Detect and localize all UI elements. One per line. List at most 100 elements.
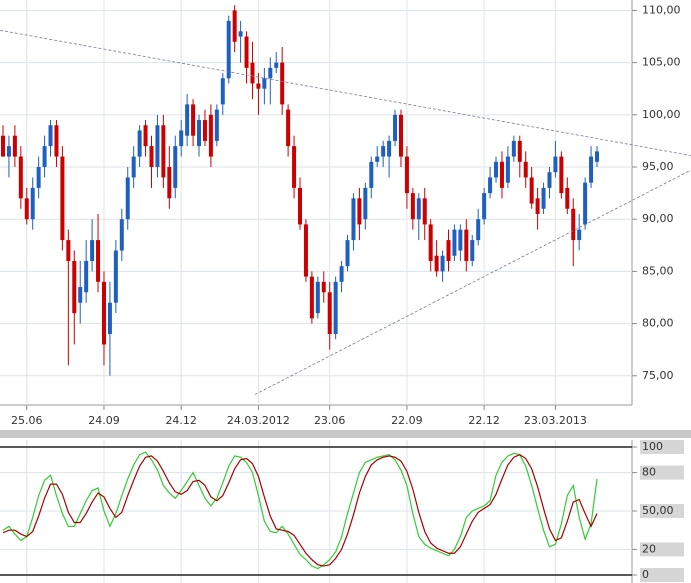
candle-body — [488, 177, 493, 194]
candle-body — [101, 281, 106, 345]
y-tick-label: 0 — [642, 568, 649, 581]
tick-label-box — [640, 465, 684, 480]
candle-body — [36, 167, 41, 188]
candle-body — [232, 10, 237, 42]
candle-body — [125, 177, 130, 220]
candle-body — [137, 130, 142, 157]
candle-body — [458, 229, 463, 251]
candle-body — [202, 120, 207, 141]
candle-body — [280, 62, 285, 105]
candle-body — [547, 172, 552, 188]
candle-body — [185, 104, 190, 136]
candle-body — [84, 260, 89, 293]
candle-body — [78, 287, 83, 303]
x-tick-label: 23.03.2013 — [524, 414, 587, 427]
y-tick-label: 80,00 — [642, 317, 674, 330]
tick-label-box — [640, 542, 684, 557]
candle-body — [18, 156, 23, 199]
candle-body — [179, 130, 184, 147]
candle-body — [482, 193, 487, 220]
candle-body — [238, 31, 243, 37]
candle-body — [357, 198, 362, 225]
x-tick-label: 23.06 — [314, 414, 346, 427]
y-tick-label: 20 — [642, 542, 656, 555]
candle-body — [440, 255, 445, 272]
x-tick-label: 24.03.2012 — [227, 414, 290, 427]
candle-body — [327, 292, 332, 335]
candle-body — [499, 161, 504, 188]
tick-label-box — [640, 440, 684, 454]
candle-body — [505, 156, 510, 183]
trend-line — [0, 29, 691, 156]
candle-body — [470, 240, 475, 261]
candle-body — [535, 198, 540, 214]
candle-body — [96, 240, 101, 282]
candle-body — [577, 229, 582, 241]
tick-label-box — [640, 568, 684, 582]
candle-body — [583, 182, 588, 225]
candle-body — [286, 109, 291, 147]
candle-body — [529, 177, 534, 204]
x-tick-label: 24.12 — [165, 414, 197, 427]
candle-body — [143, 125, 148, 147]
candle-body — [72, 260, 77, 314]
candle-body — [191, 104, 196, 136]
candle-body — [393, 114, 398, 141]
candle-body — [12, 135, 17, 157]
candle-body — [107, 302, 112, 335]
candle-body — [131, 156, 136, 178]
candle-body — [66, 240, 71, 261]
candle-body — [292, 146, 297, 188]
candle-body — [309, 276, 314, 319]
candle-body — [274, 62, 279, 68]
candle-body — [262, 78, 267, 89]
candle-body — [214, 109, 219, 141]
candle-body — [6, 146, 11, 157]
y-tick-label: 110,00 — [642, 3, 681, 16]
trend-line — [254, 169, 691, 395]
candle-body — [375, 156, 380, 162]
y-tick-label: 50,00 — [642, 504, 674, 517]
candle-body — [339, 266, 344, 282]
candle-body — [553, 156, 558, 173]
x-tick-label: 22.09 — [391, 414, 423, 427]
candle-body — [333, 281, 338, 335]
candle-body — [571, 208, 576, 241]
candle-body — [381, 146, 386, 157]
candle-body — [464, 229, 469, 261]
candle-body — [244, 36, 249, 68]
candle-body — [268, 67, 273, 79]
candle-body — [517, 140, 522, 162]
x-tick-label: 25.06 — [11, 414, 43, 427]
candle-body — [559, 156, 564, 194]
indicator-line — [2, 454, 598, 567]
candle-body — [298, 187, 302, 225]
candle-body — [208, 114, 213, 157]
candle-body — [256, 83, 261, 89]
tick-label-box — [640, 504, 684, 518]
candle-body — [595, 151, 599, 162]
candle-body — [155, 125, 160, 168]
candle-body — [428, 224, 433, 261]
candle-body — [220, 78, 225, 105]
candle-body — [434, 255, 439, 272]
indicator-line — [2, 451, 598, 570]
y-tick-label: 100 — [642, 440, 663, 453]
candle-body — [398, 114, 403, 157]
candle-body — [476, 219, 481, 241]
candle-body — [173, 146, 178, 188]
y-tick-label: 100,00 — [642, 108, 681, 121]
candle-body — [387, 140, 392, 157]
candle-body — [30, 187, 35, 220]
candle-body — [60, 156, 65, 241]
candle-body — [161, 125, 166, 178]
candle-body — [48, 125, 53, 147]
y-tick-label: 105,00 — [642, 56, 681, 69]
y-tick-label: 95,00 — [642, 160, 674, 173]
candle-body — [226, 20, 231, 79]
x-tick-label: 22.12 — [468, 414, 500, 427]
candle-body — [24, 198, 29, 220]
candle-body — [167, 167, 172, 199]
panel-separator — [0, 430, 691, 438]
